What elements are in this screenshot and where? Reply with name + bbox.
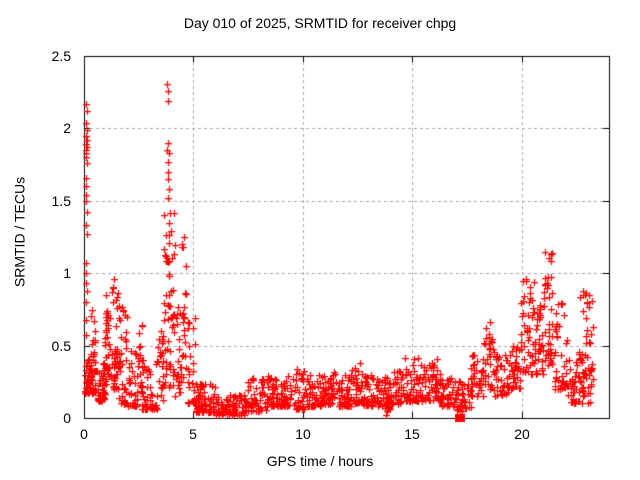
y-tick-label: 2 (63, 120, 71, 136)
y-tick-label: 0 (63, 410, 71, 426)
y-tick-label: 1 (63, 265, 71, 281)
chart-title: Day 010 of 2025, SRMTID for receiver chp… (183, 15, 457, 31)
x-axis-label: GPS time / hours (266, 453, 374, 469)
x-tick-label: 15 (404, 426, 420, 442)
x-tick-label: 5 (189, 426, 197, 442)
x-tick-label: 20 (514, 426, 530, 442)
x-tick-label: 10 (295, 426, 311, 442)
y-tick-label: 1.5 (51, 193, 71, 209)
y-tick-label: 0.5 (51, 338, 71, 354)
y-tick-label: 2.5 (51, 48, 71, 64)
x-tick-label: 0 (80, 426, 88, 442)
